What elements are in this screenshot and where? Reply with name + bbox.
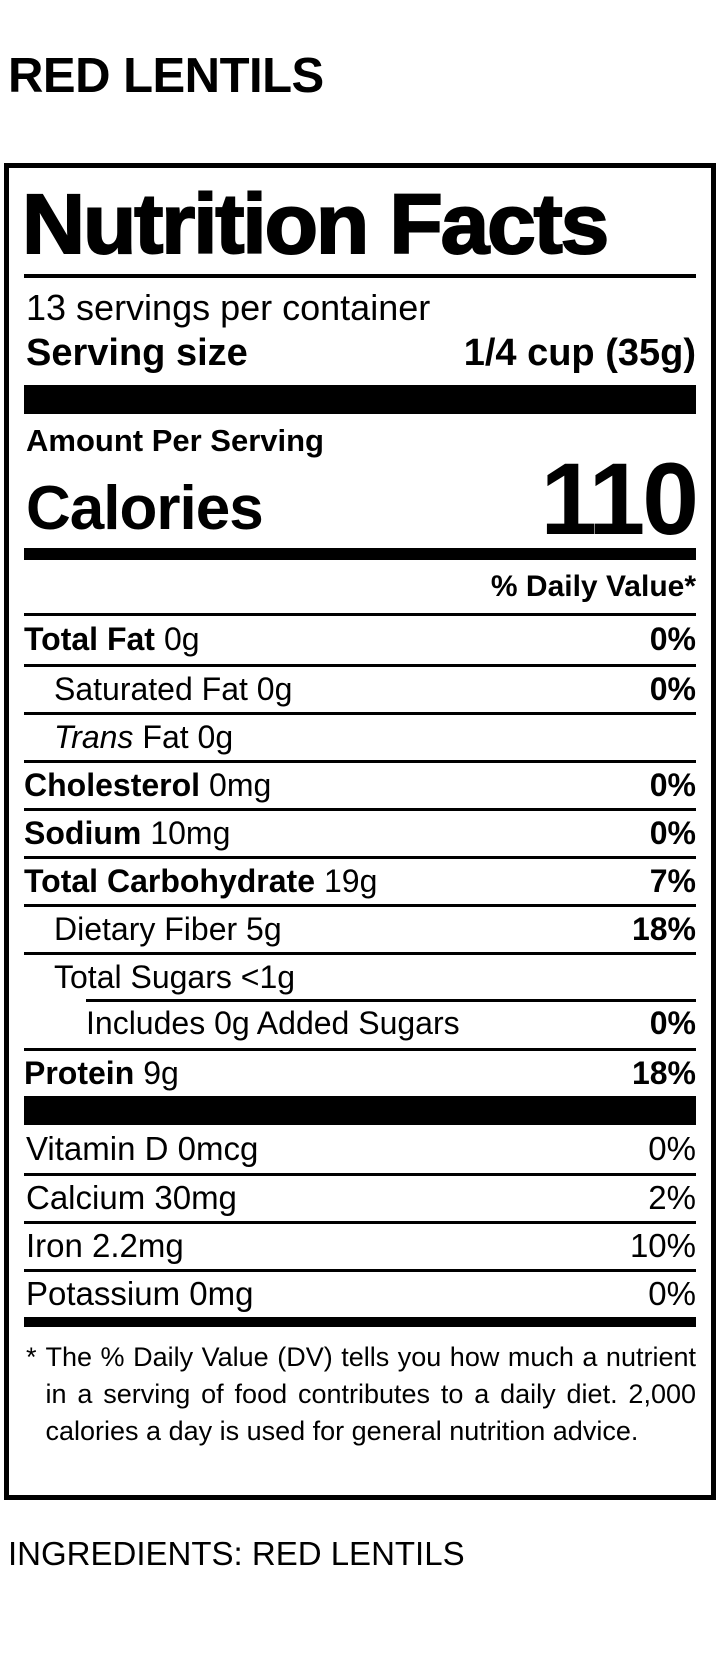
micronutrient-name: Vitamin D 0mcg xyxy=(26,1129,259,1167)
nutrient-bold-label: Total Fat xyxy=(24,621,155,658)
nutrient-bold-label: Cholesterol xyxy=(24,766,201,803)
calories-label: Calories xyxy=(26,474,264,544)
nutrient-dv: 18% xyxy=(631,1054,696,1091)
divider-bar-medium xyxy=(24,1316,696,1327)
nutrient-dv: 0% xyxy=(649,670,696,707)
product-title: RED LENTILS xyxy=(8,49,324,103)
nutrient-name: Total Carbohydrate 19g xyxy=(24,863,377,900)
micronutrient-name: Calcium 30mg xyxy=(26,1179,237,1217)
row-sodium: Sodium 10mg 0% xyxy=(24,807,696,856)
serving-size-value: 1/4 cup (35g) xyxy=(463,332,696,375)
daily-value-header: % Daily Value* xyxy=(24,560,696,616)
nutrition-facts-panel: Nutrition Facts 13 servings per containe… xyxy=(4,163,716,1500)
micronutrient-dv: 0% xyxy=(648,1129,696,1167)
row-iron: Iron 2.2mg 10% xyxy=(24,1220,696,1269)
nutrient-name: Protein 9g xyxy=(24,1055,179,1092)
nutrient-bold-label: Sodium xyxy=(24,814,142,851)
row-added-sugars: Includes 0g Added Sugars 0% xyxy=(24,998,696,1048)
row-total-carbohydrate: Total Carbohydrate 19g 7% xyxy=(24,855,696,904)
divider-thin xyxy=(24,274,696,278)
nutrient-amount: Fat 0g xyxy=(142,718,234,755)
row-cholesterol: Cholesterol 0mg 0% xyxy=(24,759,696,808)
nutrient-name: Saturated Fat 0g xyxy=(24,671,292,708)
serving-size-row: Serving size 1/4 cup (35g) xyxy=(24,329,696,385)
nutrient-name: Total Fat 0g xyxy=(24,621,200,658)
micronutrient-name: Potassium 0mg xyxy=(26,1275,254,1313)
row-protein: Protein 9g 18% xyxy=(24,1047,696,1096)
nutrient-dv: 0% xyxy=(649,766,696,803)
calories-value: 110 xyxy=(540,441,699,556)
nutrient-amount: 0mg xyxy=(209,766,272,803)
nutrient-amount: Total Sugars <1g xyxy=(54,958,296,995)
micronutrient-dv: 2% xyxy=(648,1179,696,1217)
nutrient-amount: 10mg xyxy=(150,814,231,851)
row-trans-fat: Trans Fat 0g xyxy=(24,711,696,760)
nutrient-dv: 18% xyxy=(631,910,696,947)
row-total-sugars: Total Sugars <1g xyxy=(24,951,696,1000)
nutrient-name: Cholesterol 0mg xyxy=(24,767,271,804)
nutrient-amount: 9g xyxy=(143,1054,179,1091)
micronutrient-dv: 0% xyxy=(648,1275,696,1313)
row-dietary-fiber: Dietary Fiber 5g 18% xyxy=(24,903,696,952)
nutrient-bold-label: Protein xyxy=(24,1054,135,1091)
calories-row: Calories 110 xyxy=(24,441,699,556)
row-calcium: Calcium 30mg 2% xyxy=(24,1172,696,1221)
footnote-text: The % Daily Value (DV) tells you how muc… xyxy=(45,1341,696,1447)
nutrient-name: Sodium 10mg xyxy=(24,815,230,852)
serving-size-label: Serving size xyxy=(26,332,248,375)
nutrient-name: Includes 0g Added Sugars xyxy=(24,1005,460,1042)
nutrient-dv: 0% xyxy=(649,621,696,658)
ingredients-line: INGREDIENTS: RED LENTILS xyxy=(8,1535,465,1572)
micronutrient-name: Iron 2.2mg xyxy=(26,1227,184,1265)
nutrient-name: Dietary Fiber 5g xyxy=(24,911,282,948)
nutrient-bold-label: Total Carbohydrate xyxy=(24,862,315,899)
nutrient-amount: Includes 0g Added Sugars xyxy=(86,1005,460,1042)
nutrient-dv: 0% xyxy=(649,1005,696,1042)
nutrient-amount: Dietary Fiber 5g xyxy=(54,910,282,947)
nutrient-amount: 0g xyxy=(163,621,200,658)
divider-bar-thick xyxy=(24,384,696,414)
row-potassium: Potassium 0mg 0% xyxy=(24,1268,696,1317)
row-saturated-fat: Saturated Fat 0g 0% xyxy=(24,663,696,712)
nutrition-facts-title: Nutrition Facts xyxy=(21,177,610,271)
nutrient-name: Total Sugars <1g xyxy=(24,959,295,996)
daily-value-footnote: * The % Daily Value (DV) tells you how m… xyxy=(24,1327,696,1461)
amount-per-serving-label: Amount Per Serving xyxy=(26,422,324,458)
divider-bar-thick xyxy=(24,1095,696,1125)
nutrient-amount: Saturated Fat 0g xyxy=(54,670,293,707)
row-vitamin-d: Vitamin D 0mcg 0% xyxy=(24,1125,696,1173)
servings-per-container: 13 servings per container xyxy=(26,287,431,328)
footnote-asterisk: * xyxy=(26,1341,37,1372)
nutrient-name: Trans Fat 0g xyxy=(24,719,233,756)
nutrient-dv: 7% xyxy=(649,862,696,899)
row-total-fat: Total Fat 0g 0% xyxy=(24,616,696,664)
nutrient-italic-label: Trans xyxy=(54,718,134,755)
micronutrient-dv: 10% xyxy=(629,1227,696,1265)
divider-bar-medium xyxy=(24,547,696,560)
nutrient-amount: 19g xyxy=(324,862,378,899)
nutrient-dv: 0% xyxy=(649,814,696,851)
